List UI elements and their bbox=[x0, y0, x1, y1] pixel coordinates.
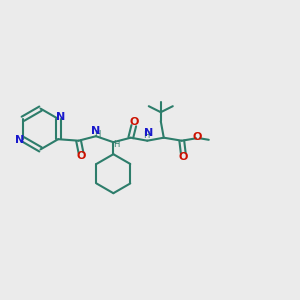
Text: O: O bbox=[193, 132, 202, 142]
Text: O: O bbox=[129, 117, 139, 127]
Text: N: N bbox=[143, 128, 153, 138]
Text: N: N bbox=[56, 112, 65, 122]
Text: N: N bbox=[15, 135, 25, 145]
Text: H: H bbox=[94, 130, 101, 139]
Text: H: H bbox=[113, 140, 120, 149]
Text: N: N bbox=[91, 126, 100, 136]
Text: H: H bbox=[143, 131, 150, 140]
Text: O: O bbox=[178, 152, 188, 162]
Text: O: O bbox=[76, 151, 86, 161]
